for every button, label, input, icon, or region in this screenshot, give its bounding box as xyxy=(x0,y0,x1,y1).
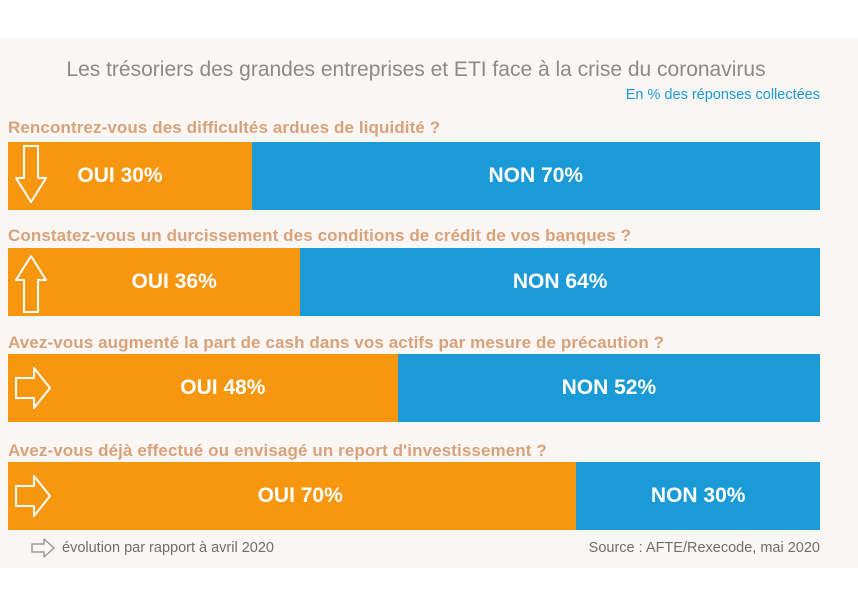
bar-oui: OUI 70% xyxy=(8,462,577,530)
bar-non-label: NON 52% xyxy=(561,376,657,399)
question-label: Avez-vous déjà effectué ou envisagé un r… xyxy=(8,441,547,460)
arrow-up-icon xyxy=(15,255,47,313)
bar-non: NON 30% xyxy=(576,462,820,530)
stacked-bar: OUI 48% NON 52% xyxy=(8,354,820,422)
bar-non-label: NON 30% xyxy=(650,484,746,507)
bar-oui-label: OUI 36% xyxy=(131,270,217,293)
stacked-bar: OUI 36% NON 64% xyxy=(8,248,820,316)
bar-oui-label: OUI 30% xyxy=(77,164,163,187)
bar-oui-label: OUI 48% xyxy=(180,376,266,399)
chart-title: Les trésoriers des grandes entreprises e… xyxy=(66,58,766,81)
bar-oui: OUI 48% xyxy=(8,354,398,422)
bar-non: NON 64% xyxy=(300,248,820,316)
bar-oui: OUI 36% xyxy=(8,248,301,316)
bar-oui: OUI 30% xyxy=(8,142,252,210)
chart-subtitle: En % des réponses collectées xyxy=(625,87,820,103)
question-label: Rencontrez-vous des difficultés ardues d… xyxy=(8,118,441,137)
stacked-bar: OUI 70% NON 30% xyxy=(8,462,820,530)
question-label: Avez-vous augmenté la part de cash dans … xyxy=(8,333,665,352)
bar-non-label: NON 70% xyxy=(488,164,584,187)
question-label: Constatez-vous un durcissement des condi… xyxy=(8,226,632,245)
arrow-right-icon xyxy=(31,538,55,558)
bar-oui-label: OUI 70% xyxy=(257,484,343,507)
arrow-right-icon xyxy=(15,475,51,517)
bar-non: NON 70% xyxy=(251,142,820,210)
source-text: Source : AFTE/Rexecode, mai 2020 xyxy=(588,540,820,556)
bar-non-label: NON 64% xyxy=(512,270,608,293)
stacked-bar: OUI 30% NON 70% xyxy=(8,142,820,210)
legend-text: évolution par rapport à avril 2020 xyxy=(62,540,274,556)
arrow-right-icon xyxy=(15,367,51,409)
arrow-down-icon xyxy=(15,145,47,203)
bar-non: NON 52% xyxy=(397,354,820,422)
